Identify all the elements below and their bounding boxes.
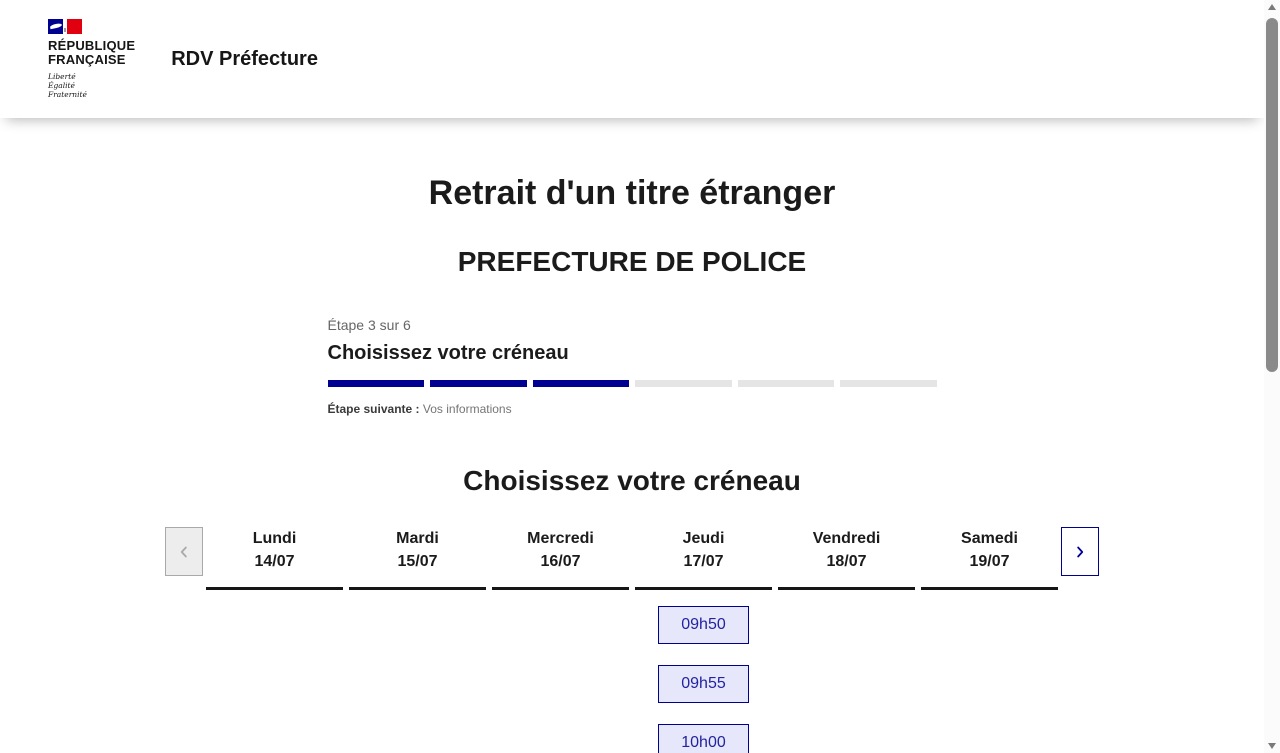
site-header: RÉPUBLIQUE FRANÇAISE Liberté Égalité Fra… xyxy=(0,0,1264,118)
flag-blue-block xyxy=(48,19,63,34)
progress-segment xyxy=(737,380,834,387)
progress-segment xyxy=(532,380,629,387)
progress-segment xyxy=(635,380,732,387)
day-column-mercredi: Mercredi 16/07 xyxy=(489,527,632,753)
brand-name-line2: FRANÇAISE xyxy=(48,51,126,67)
app-title-link[interactable]: RDV Préfecture xyxy=(171,47,318,70)
day-name: Lundi xyxy=(252,530,297,547)
brand-name: RÉPUBLIQUE FRANÇAISE xyxy=(48,39,135,66)
day-column-jeudi: Jeudi 17/07 09h50 09h55 10h00 xyxy=(632,527,775,753)
day-name: Samedi xyxy=(961,530,1018,547)
scrollbar-down-arrow-icon[interactable] xyxy=(1268,743,1276,749)
previous-week-button[interactable] xyxy=(165,527,203,576)
day-column-samedi: Samedi 19/07 xyxy=(918,527,1061,753)
time-slot-button[interactable]: 10h00 xyxy=(658,724,749,753)
day-column-lundi: Lundi 14/07 xyxy=(203,527,346,753)
progress-segment xyxy=(327,380,424,387)
slot-list: 09h50 09h55 10h00 xyxy=(632,606,775,753)
scrollbar-up-arrow-icon[interactable] xyxy=(1268,4,1276,10)
stepper: Étape 3 sur 6 Choisissez votre créneau É… xyxy=(327,317,937,416)
slot-picker-title: Choisissez votre créneau xyxy=(463,465,801,496)
day-name: Vendredi xyxy=(812,530,881,547)
day-date: 18/07 xyxy=(826,553,867,570)
motto-line3: Fraternité xyxy=(48,90,87,99)
main-content: Retrait d'un titre étranger PREFECTURE D… xyxy=(0,174,1264,753)
day-name: Jeudi xyxy=(682,530,725,547)
flag-red-block xyxy=(67,19,82,34)
motto-line1: Liberté xyxy=(48,72,76,81)
chevron-left-icon xyxy=(180,546,187,557)
day-underline xyxy=(635,587,772,590)
page-title: Retrait d'un titre étranger xyxy=(428,174,836,212)
day-column-vendredi: Vendredi 18/07 xyxy=(775,527,918,753)
day-underline xyxy=(492,587,629,590)
next-week-button[interactable] xyxy=(1061,527,1099,576)
day-columns: Lundi 14/07 Mardi 15/07 Mercredi 16/07 xyxy=(203,527,1061,753)
progress-segment xyxy=(430,380,527,387)
day-date: 16/07 xyxy=(540,553,581,570)
day-underline xyxy=(206,587,343,590)
day-name: Mercredi xyxy=(527,530,594,547)
day-date: 17/07 xyxy=(683,553,724,570)
prefecture-title: PREFECTURE DE POLICE xyxy=(457,246,807,277)
time-slot-button[interactable]: 09h50 xyxy=(658,606,749,644)
vertical-scrollbar[interactable] xyxy=(1264,0,1280,753)
next-step-line: Étape suivante : Vos informations xyxy=(328,402,937,416)
day-underline xyxy=(778,587,915,590)
brand-motto: Liberté Égalité Fraternité xyxy=(48,72,135,99)
progress-bar xyxy=(327,380,937,387)
flag-white-block xyxy=(63,19,67,34)
day-carousel: Lundi 14/07 Mardi 15/07 Mercredi 16/07 xyxy=(165,527,1099,753)
day-date: 19/07 xyxy=(969,553,1010,570)
time-slot-button[interactable]: 09h55 xyxy=(658,665,749,703)
day-underline xyxy=(349,587,486,590)
progress-segment xyxy=(840,380,937,387)
day-underline xyxy=(921,587,1058,590)
gouvernement-logo: RÉPUBLIQUE FRANÇAISE Liberté Égalité Fra… xyxy=(48,19,135,99)
step-title: Choisissez votre créneau xyxy=(327,342,569,364)
motto-line2: Égalité xyxy=(48,81,75,90)
brand-name-line1: RÉPUBLIQUE xyxy=(48,38,136,53)
day-column-mardi: Mardi 15/07 xyxy=(346,527,489,753)
step-count-label: Étape 3 sur 6 xyxy=(327,317,411,333)
chevron-right-icon xyxy=(1077,546,1084,557)
day-date: 15/07 xyxy=(397,553,438,570)
french-flag-icon xyxy=(48,19,82,34)
day-name: Mardi xyxy=(396,530,439,547)
scrollbar-thumb[interactable] xyxy=(1266,18,1278,372)
next-step-label: Étape suivante : xyxy=(327,402,420,416)
day-date: 14/07 xyxy=(254,553,295,570)
next-step-value: Vos informations xyxy=(422,402,512,416)
